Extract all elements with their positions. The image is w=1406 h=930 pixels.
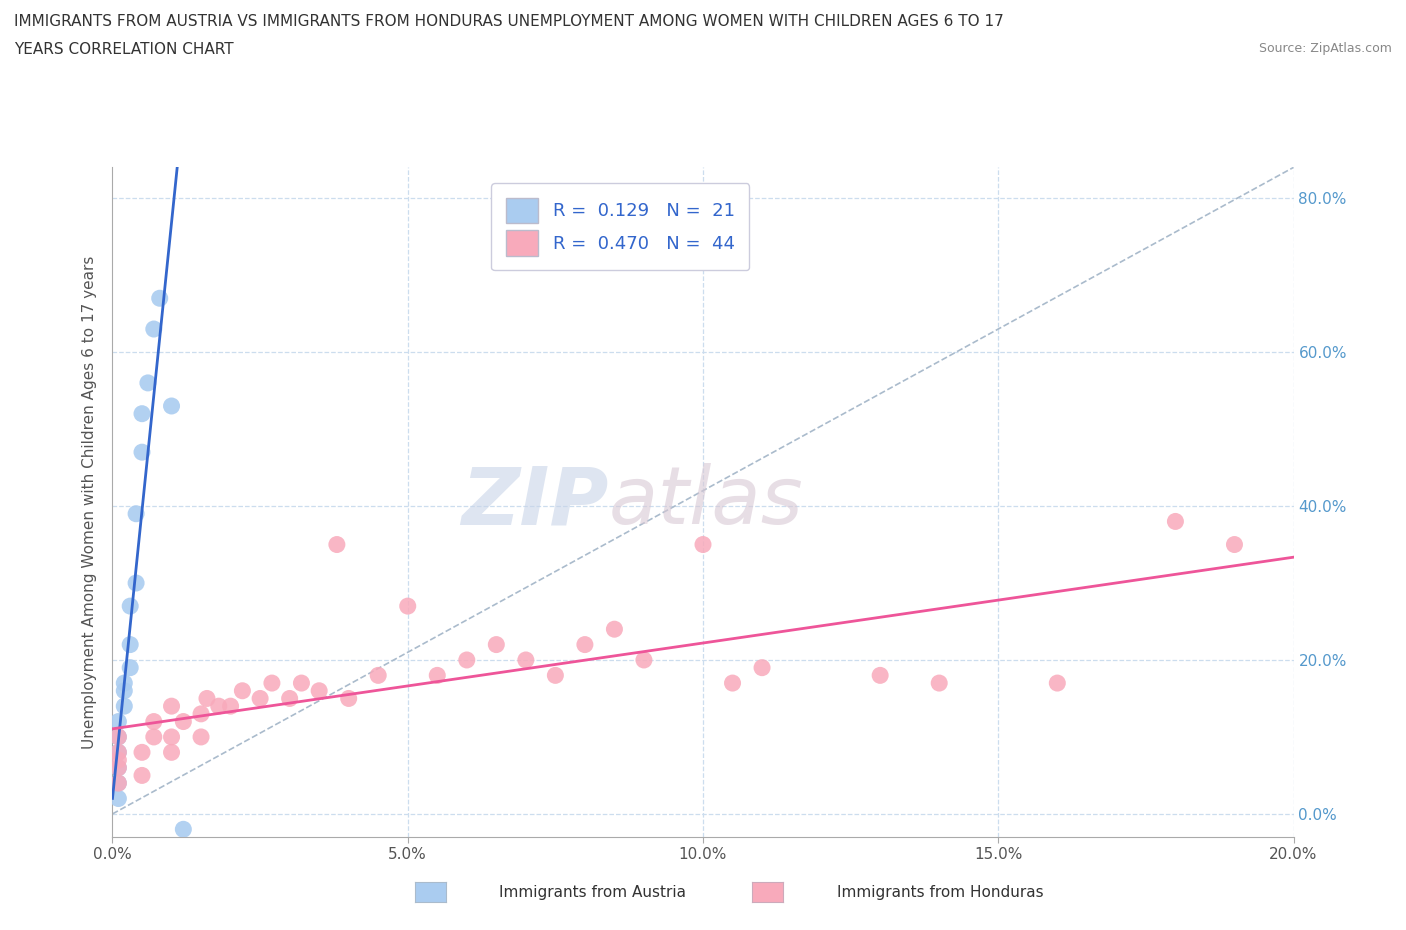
Point: [367, 668, 389, 683]
Point: [633, 653, 655, 668]
Point: [515, 653, 537, 668]
Point: [160, 729, 183, 744]
Point: [107, 761, 129, 776]
Point: [142, 714, 165, 729]
Text: Immigrants from Honduras: Immigrants from Honduras: [837, 885, 1043, 900]
Point: [692, 538, 714, 552]
Point: [1223, 538, 1246, 552]
Point: [107, 745, 129, 760]
Point: [1164, 514, 1187, 529]
Point: [278, 691, 301, 706]
Point: [160, 745, 183, 760]
Point: [721, 675, 744, 690]
Point: [426, 668, 449, 683]
Point: [249, 691, 271, 706]
Text: atlas: atlas: [609, 463, 803, 541]
Point: [396, 599, 419, 614]
Point: [869, 668, 891, 683]
Point: [195, 691, 218, 706]
Point: [190, 729, 212, 744]
Point: [107, 761, 129, 776]
Text: IMMIGRANTS FROM AUSTRIA VS IMMIGRANTS FROM HONDURAS UNEMPLOYMENT AMONG WOMEN WIT: IMMIGRANTS FROM AUSTRIA VS IMMIGRANTS FR…: [14, 14, 1004, 29]
Point: [107, 752, 129, 767]
Legend: R =  0.129   N =  21, R =  0.470   N =  44: R = 0.129 N = 21, R = 0.470 N = 44: [492, 183, 749, 271]
Point: [107, 729, 129, 744]
Point: [190, 707, 212, 722]
Point: [149, 291, 172, 306]
Point: [107, 776, 129, 790]
Point: [107, 714, 129, 729]
Text: ZIP: ZIP: [461, 463, 609, 541]
Point: [172, 714, 194, 729]
Point: [1046, 675, 1069, 690]
Point: [125, 506, 148, 521]
Point: [136, 376, 159, 391]
Text: Immigrants from Austria: Immigrants from Austria: [499, 885, 686, 900]
Point: [456, 653, 478, 668]
Point: [219, 698, 242, 713]
Point: [107, 791, 129, 806]
Point: [308, 684, 330, 698]
Point: [337, 691, 360, 706]
Point: [125, 576, 148, 591]
Point: [603, 622, 626, 637]
Point: [160, 698, 183, 713]
Point: [208, 698, 231, 713]
Point: [112, 698, 135, 713]
Point: [120, 637, 142, 652]
Point: [751, 660, 773, 675]
Point: [544, 668, 567, 683]
Point: [574, 637, 596, 652]
Point: [326, 538, 349, 552]
Point: [928, 675, 950, 690]
Point: [160, 399, 183, 414]
Point: [290, 675, 312, 690]
Point: [142, 322, 165, 337]
Point: [107, 729, 129, 744]
Point: [131, 768, 153, 783]
Point: [112, 675, 135, 690]
Text: Source: ZipAtlas.com: Source: ZipAtlas.com: [1258, 42, 1392, 55]
Point: [131, 745, 153, 760]
Y-axis label: Unemployment Among Women with Children Ages 6 to 17 years: Unemployment Among Women with Children A…: [82, 256, 97, 749]
Point: [172, 822, 194, 837]
Point: [231, 684, 253, 698]
Point: [131, 406, 153, 421]
Point: [260, 675, 283, 690]
Point: [131, 445, 153, 459]
Text: YEARS CORRELATION CHART: YEARS CORRELATION CHART: [14, 42, 233, 57]
Point: [485, 637, 508, 652]
Point: [107, 745, 129, 760]
Point: [107, 776, 129, 790]
Point: [142, 729, 165, 744]
Point: [120, 599, 142, 614]
Point: [112, 684, 135, 698]
Point: [120, 660, 142, 675]
